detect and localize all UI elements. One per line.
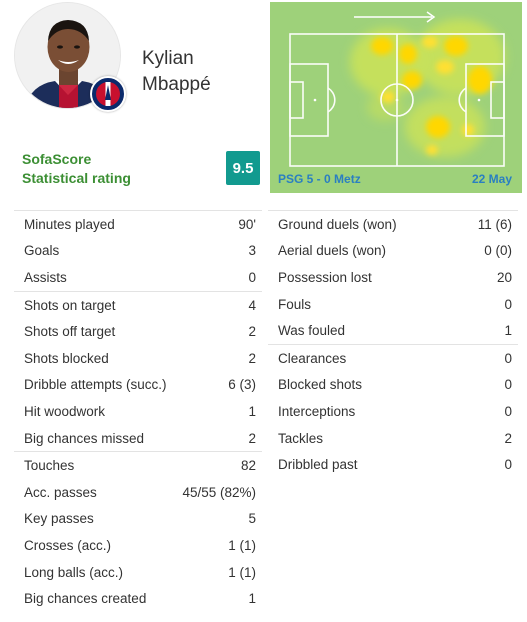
stat-row-hit-woodwork: Hit woodwork 1 [14, 398, 262, 425]
rating-badge[interactable]: 9.5 [226, 151, 260, 185]
stat-value: 82 [240, 458, 256, 474]
stat-row-blocked-shots: Blocked shots 0 [268, 372, 518, 399]
stat-label: Ground duels (won) [278, 216, 397, 232]
stat-row-long-balls-acc: Long balls (acc.) 1 (1) [14, 559, 262, 586]
heatmap-date: 22 May [471, 172, 512, 186]
stat-label: Interceptions [278, 403, 356, 419]
stat-row-aerial-duels-won: Aerial duels (won) 0 (0) [268, 238, 518, 265]
stat-value: 1 (1) [228, 537, 256, 553]
stat-value: 0 [504, 457, 512, 473]
stats-group: Shots on target 4 Shots off target 2 Shots b… [14, 290, 262, 452]
player-avatar-wrap [14, 2, 126, 112]
stats-group: Minutes played 90' Goals 3 Assists 0 [14, 210, 262, 291]
player-first-name: Kylian [142, 48, 194, 69]
stat-value: 0 [504, 296, 512, 312]
stat-label: Big chances created [24, 591, 147, 607]
stat-row-acc-passes: Acc. passes 45/55 (82%) [14, 479, 262, 506]
stat-value: 2 [248, 430, 256, 446]
stat-row-dribble-attempts-succ: Dribble attempts (succ.) 6 (3) [14, 372, 262, 399]
stat-label: Touches [24, 458, 75, 474]
stat-row-clearances: Clearances 0 [268, 345, 518, 372]
stat-row-minutes-played: Minutes played 90' [14, 211, 262, 238]
stat-label: Was fouled [278, 323, 346, 339]
stat-value: 2 [248, 350, 256, 366]
stat-label: Aerial duels (won) [278, 243, 387, 259]
stat-row-tackles: Tackles 2 [268, 425, 518, 452]
stats-group: Ground duels (won) 11 (6) Aerial duels (wo… [268, 210, 518, 344]
arrow-right-icon [354, 11, 436, 23]
psg-club-icon[interactable] [90, 76, 126, 112]
stat-row-shots-blocked: Shots blocked 2 [14, 345, 262, 372]
stat-value: 6 (3) [228, 377, 256, 393]
stats-group: Clearances 0 Blocked shots 0 Interceptions 0 T… [268, 343, 518, 478]
stat-value: 4 [248, 297, 256, 313]
stats-column-right: Ground duels (won) 11 (6) Aerial duels (wo… [268, 210, 518, 478]
stat-label: Big chances missed [24, 430, 145, 446]
stat-row-touches: Touches 82 [14, 452, 262, 479]
stat-value: 45/55 (82%) [182, 484, 256, 500]
stat-row-dribbled-past: Dribbled past 0 [268, 451, 518, 478]
stat-value: 5 [248, 511, 256, 527]
heatmap-match[interactable]: PSG 5 - 0 Metz [278, 172, 361, 186]
stat-label: Shots blocked [24, 350, 109, 366]
stat-label: Hit woodwork [24, 403, 106, 419]
stat-value: 0 [248, 269, 256, 285]
avatar[interactable] [14, 2, 121, 109]
stat-value: 2 [248, 324, 256, 340]
stat-label: Shots off target [24, 324, 116, 340]
stat-label: Possession lost [278, 269, 372, 285]
stat-value: 90' [238, 216, 256, 232]
stat-value: 20 [496, 269, 512, 285]
stat-row-fouls: Fouls 0 [268, 291, 518, 318]
stat-row-shots-off-target: Shots off target 2 [14, 318, 262, 345]
stat-value: 0 [504, 403, 512, 419]
stat-row-goals: Goals 3 [14, 238, 262, 265]
stat-value: 11 (6) [477, 216, 512, 232]
stat-label: Minutes played [24, 216, 115, 232]
stat-label: Assists [24, 269, 67, 285]
stat-label: Key passes [24, 511, 94, 527]
stat-label: Dribbled past [278, 457, 358, 473]
stat-label: Crosses (acc.) [24, 537, 112, 553]
stat-row-shots-on-target: Shots on target 4 [14, 292, 262, 319]
stat-value: 0 [504, 350, 512, 366]
rating-label-line2: Statistical rating [22, 170, 131, 186]
stat-value: 3 [248, 243, 256, 259]
stat-label: Tackles [278, 430, 324, 446]
stat-value: 1 (1) [228, 564, 256, 580]
stat-row-was-fouled: Was fouled 1 [268, 317, 518, 344]
stat-label: Fouls [278, 296, 312, 312]
stats-column-left: Minutes played 90' Goals 3 Assists 0 Shots on … [14, 210, 262, 612]
stat-label: Long balls (acc.) [24, 564, 124, 580]
stats-group: Touches 82 Acc. passes 45/55 (82%) Key passe… [14, 451, 262, 612]
heatmap[interactable]: PSG 5 - 0 Metz 22 May [270, 2, 522, 193]
stat-row-key-passes: Key passes 5 [14, 506, 262, 533]
stat-label: Goals [24, 243, 60, 259]
stat-label: Dribble attempts (succ.) [24, 377, 167, 393]
stat-row-big-chances-created: Big chances created 1 [14, 585, 262, 612]
stat-label: Shots on target [24, 297, 116, 313]
stat-value: 1 [504, 323, 512, 339]
stat-value: 1 [248, 403, 256, 419]
stat-row-possession-lost: Possession lost 20 [268, 264, 518, 291]
stat-row-crosses-acc: Crosses (acc.) 1 (1) [14, 532, 262, 559]
stat-value: 1 [248, 591, 256, 607]
stat-value: 0 [504, 377, 512, 393]
stat-label: Blocked shots [278, 377, 363, 393]
stat-row-ground-duels-won: Ground duels (won) 11 (6) [268, 211, 518, 238]
stat-row-interceptions: Interceptions 0 [268, 398, 518, 425]
rating-label: SofaScore Statistical rating [22, 150, 162, 188]
rating-label-line1: SofaScore [22, 151, 92, 167]
player-last-name: Mbappé [142, 74, 211, 95]
stat-label: Clearances [278, 350, 347, 366]
stat-row-assists: Assists 0 [14, 264, 262, 291]
stat-value: 0 (0) [484, 243, 512, 259]
stat-value: 2 [504, 430, 512, 446]
player-name: Kylian Mbappé [142, 46, 252, 98]
stat-label: Acc. passes [24, 484, 97, 500]
stat-row-big-chances-missed: Big chances missed 2 [14, 425, 262, 452]
